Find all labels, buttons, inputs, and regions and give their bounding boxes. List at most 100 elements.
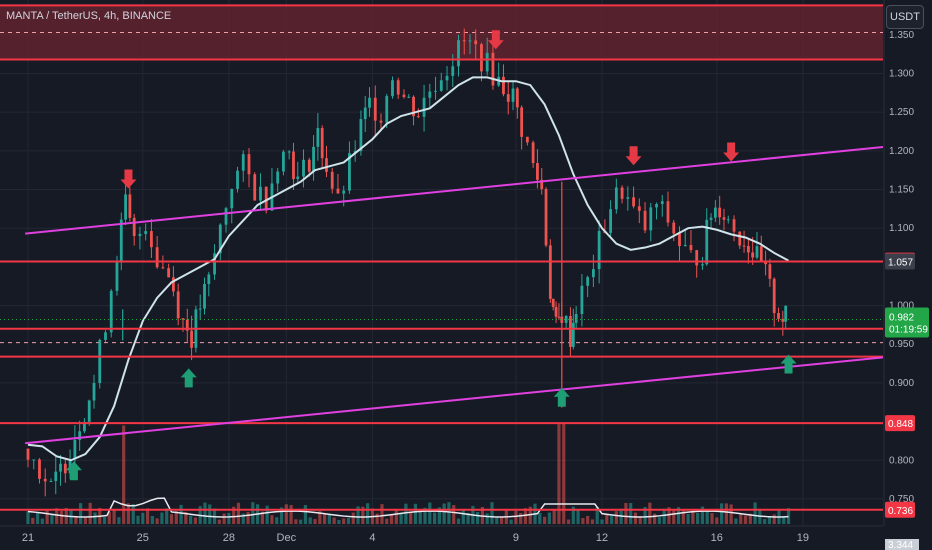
candle-body — [536, 163, 539, 180]
volume-bar — [648, 502, 652, 524]
volume-bar — [629, 502, 633, 524]
symbol-title[interactable]: MANTA / TetherUS, 4h, BINANCE — [6, 10, 172, 22]
time-tick-label: Dec — [277, 532, 297, 544]
candle-body — [87, 400, 91, 422]
price-tick-label: 0.800 — [889, 455, 914, 466]
candle-body — [190, 330, 193, 348]
volume-bar — [318, 511, 322, 524]
candle-body — [540, 179, 544, 190]
candle-body — [451, 66, 455, 76]
arrow-down-icon — [723, 142, 740, 162]
volume-bar — [385, 518, 389, 524]
candle-body — [574, 314, 578, 323]
candle-body — [428, 91, 432, 98]
candle-body — [167, 268, 171, 278]
candle-body — [203, 283, 206, 309]
volume-bar — [466, 512, 470, 524]
volume-bar — [428, 502, 432, 524]
candle-body — [520, 107, 524, 137]
candle-body — [32, 459, 36, 461]
candle-body — [348, 153, 351, 191]
volume-bar — [327, 514, 331, 524]
volume-bar — [342, 518, 346, 524]
moving-average-line — [27, 76, 790, 462]
volume-bar — [141, 512, 145, 524]
currency-button[interactable]: USDT — [886, 5, 924, 29]
volume-bar — [710, 513, 714, 524]
volume-bar — [308, 517, 312, 524]
volume-bar — [657, 517, 661, 524]
candle-body — [124, 194, 127, 220]
volume-bar — [672, 509, 676, 524]
volume-bar — [217, 519, 221, 524]
volume-bar — [136, 515, 140, 524]
arrow-up-icon — [65, 461, 82, 481]
candle-body — [544, 189, 548, 246]
candle-body — [515, 88, 519, 108]
candle-body — [468, 40, 472, 42]
volume-bar — [538, 512, 542, 524]
candle-body — [92, 382, 96, 401]
candle-body — [705, 219, 709, 265]
volume-bar — [79, 503, 83, 524]
candle-body — [772, 278, 776, 314]
volume-bar — [227, 512, 231, 524]
volume-bar — [208, 504, 212, 524]
candle-body — [614, 187, 618, 210]
price-scale[interactable] — [884, 0, 932, 550]
volume-bar — [35, 512, 40, 524]
volume-bar — [165, 508, 169, 524]
volume-bar — [284, 504, 288, 524]
volume-bar — [681, 509, 685, 524]
volume-label-bg — [885, 539, 919, 550]
volume-bar — [275, 517, 279, 524]
volume-bar — [409, 512, 413, 524]
volume-bar — [279, 507, 284, 524]
volume-bar — [232, 506, 236, 524]
candle-body — [511, 88, 515, 102]
trend-line[interactable] — [25, 145, 884, 235]
volume-bar — [700, 506, 705, 524]
volume-bar — [150, 515, 154, 524]
candle-body — [43, 478, 47, 482]
candle-body — [531, 142, 535, 164]
volume-bar — [169, 514, 174, 524]
volume-bar — [45, 509, 49, 524]
trend-line[interactable] — [25, 356, 884, 445]
volume-bar — [59, 511, 64, 524]
candle-body — [422, 97, 426, 117]
candle-body — [73, 439, 77, 460]
candle-body — [620, 187, 624, 199]
candle-body — [506, 94, 510, 102]
volume-bar — [55, 508, 59, 524]
level-price-tag: 0.736 — [888, 506, 913, 517]
candle-body — [78, 431, 82, 440]
volume-bar — [236, 502, 241, 524]
volume-bar — [145, 508, 150, 524]
candle-body — [416, 116, 420, 118]
candle-body — [726, 219, 730, 221]
candle-body — [359, 119, 363, 152]
candle-body — [26, 448, 30, 460]
candle-body — [330, 171, 334, 189]
candle-body — [185, 319, 189, 331]
volume-bar — [241, 513, 245, 524]
volume-bar — [476, 512, 480, 524]
candle-body — [402, 94, 406, 98]
volume-bar — [772, 514, 776, 524]
volume-bar — [523, 508, 528, 524]
candle-body — [738, 231, 742, 246]
candle-body — [457, 40, 460, 67]
candle-body — [777, 313, 780, 319]
volume-bar — [509, 519, 513, 524]
candle-body — [307, 159, 311, 172]
candle-body — [713, 207, 717, 218]
volume-bar — [289, 505, 293, 524]
volume-bar — [442, 503, 446, 524]
volume-bar — [547, 512, 551, 524]
candle-body — [672, 222, 676, 234]
candle-body — [609, 209, 613, 233]
price-tick-label: 1.100 — [889, 223, 914, 234]
